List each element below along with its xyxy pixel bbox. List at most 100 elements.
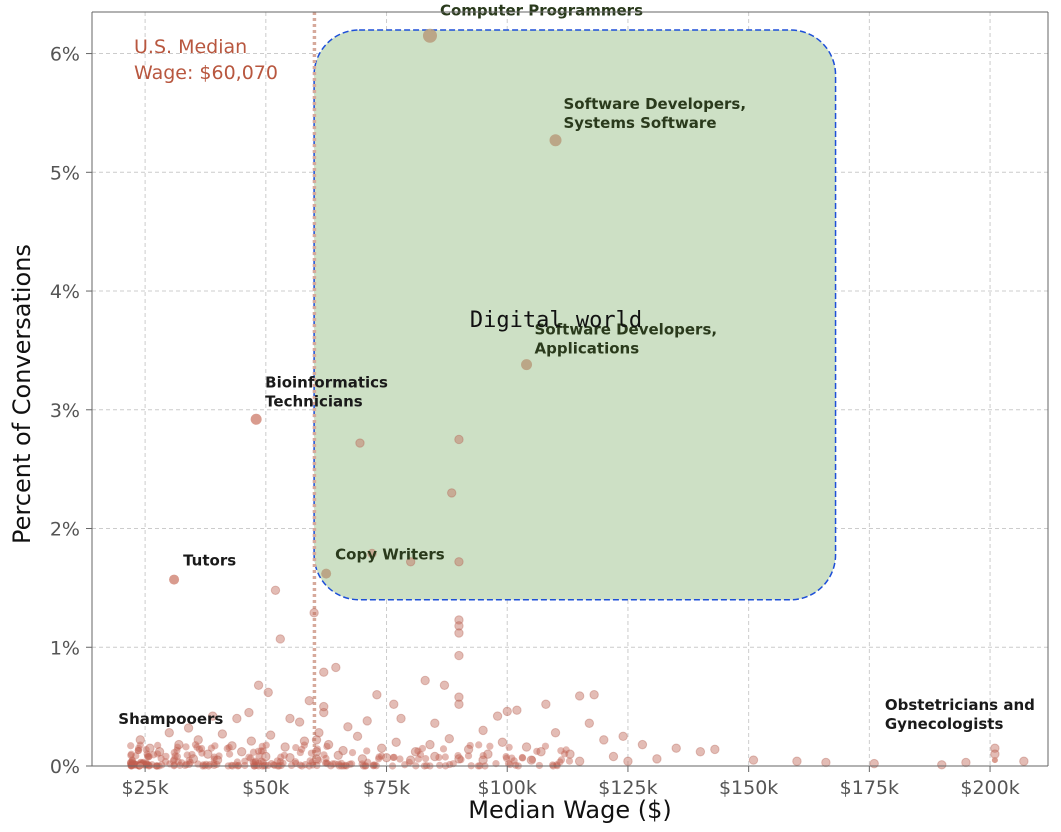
region-label: Digital world: [470, 308, 642, 333]
floor-point-223: [341, 761, 350, 769]
floor-point-146: [223, 744, 231, 753]
data-point-61: [145, 743, 155, 753]
floor-point-84: [258, 742, 266, 750]
floor-point-189: [259, 758, 267, 766]
floor-point-246: [562, 746, 570, 754]
data-point-52: [937, 760, 947, 770]
point-label-line-1-1: Systems Software: [564, 114, 717, 132]
floor-point-148: [254, 747, 263, 755]
data-points: [127, 434, 1029, 770]
labeled-point-2: [521, 359, 533, 371]
data-point-76: [391, 737, 401, 747]
floor-point-34: [181, 761, 189, 770]
floor-point-244: [280, 751, 288, 759]
x-tick-label-5: $150k: [719, 777, 778, 799]
floor-point-136: [185, 756, 193, 764]
floor-point-31: [249, 758, 257, 766]
y-tick-label-0: 0%: [50, 756, 80, 778]
floor-point-48: [257, 747, 265, 755]
point-label-3: Bioinformatics Technicians: [265, 373, 388, 410]
floor-point-198: [435, 753, 443, 762]
floor-point-50: [143, 750, 151, 758]
floor-point-172: [127, 761, 136, 769]
data-point-30: [232, 713, 242, 724]
floor-point-205: [128, 758, 136, 766]
data-point-89: [304, 695, 314, 706]
data-point-26: [512, 705, 522, 715]
x-tick-label-3: $100k: [478, 777, 537, 799]
median-label-line2: Wage: $60,070: [134, 62, 278, 84]
floor-point-234: [169, 757, 177, 765]
data-point-75: [376, 743, 387, 753]
floor-point-238: [128, 757, 136, 765]
data-point-4: [454, 557, 464, 567]
floor-point-91: [565, 757, 574, 765]
floor-point-207: [127, 750, 135, 758]
point-label-6: Shampooers: [118, 710, 223, 728]
floor-point-127: [225, 743, 233, 751]
data-point-12: [309, 608, 319, 618]
floor-point-122: [296, 761, 304, 769]
data-point-37: [396, 713, 406, 724]
floor-point-197: [241, 761, 249, 770]
floor-point-249: [446, 760, 454, 769]
floor-point-102: [556, 758, 564, 766]
data-point-22: [589, 690, 599, 700]
data-point-105: [311, 735, 322, 745]
floor-point-97: [262, 741, 270, 749]
data-point-29: [244, 707, 254, 718]
data-point-80: [463, 744, 474, 755]
point-label-line-0-0: Computer Programmers: [440, 2, 643, 20]
data-point-3: [367, 548, 377, 559]
point-label-5: Tutors: [183, 552, 236, 570]
floor-point-123: [210, 761, 218, 770]
floor-point-124: [405, 758, 413, 766]
floor-point-1: [141, 761, 149, 769]
data-point-88: [319, 701, 329, 712]
data-point-48: [748, 755, 759, 765]
floor-point-80: [292, 759, 300, 768]
floor-point-143: [291, 758, 299, 766]
floor-point-211: [535, 761, 544, 770]
floor-point-138: [557, 756, 566, 764]
floor-point-76: [158, 761, 166, 769]
data-point-21: [574, 691, 585, 701]
floor-point-14: [241, 757, 249, 765]
floor-point-131: [323, 742, 331, 751]
floor-point-79: [298, 745, 306, 753]
data-point-31: [208, 711, 218, 721]
floor-point-26: [145, 761, 154, 770]
floor-point-203: [127, 759, 135, 767]
floor-point-199: [162, 752, 170, 760]
floor-point-51: [511, 761, 520, 769]
floor-point-54: [363, 747, 371, 755]
data-point-11: [275, 634, 286, 644]
data-point-57: [164, 728, 174, 738]
floor-point-106: [195, 745, 203, 753]
floor-point-95: [502, 752, 510, 761]
floor-point-58: [296, 748, 304, 757]
floor-point-37: [486, 742, 494, 750]
floor-point-81: [142, 746, 150, 754]
data-point-33: [294, 717, 305, 727]
data-point-50: [821, 757, 831, 768]
y-tick-label-5: 5%: [50, 162, 80, 184]
data-point-107: [311, 754, 322, 764]
labeled-point-7: [991, 757, 998, 764]
floor-point-70: [255, 752, 263, 760]
floor-point-109: [210, 759, 218, 768]
floor-point-120: [143, 752, 152, 760]
data-point-92: [188, 754, 199, 764]
data-point-83: [521, 742, 532, 752]
data-point-84: [536, 747, 546, 757]
data-point-32: [285, 713, 295, 724]
data-point-36: [362, 716, 372, 726]
data-point-101: [478, 755, 488, 765]
floor-point-17: [252, 761, 261, 770]
data-point-77: [410, 747, 421, 757]
y-tick-label-6: 6%: [50, 44, 80, 66]
data-point-66: [227, 741, 237, 751]
floor-point-216: [153, 750, 162, 758]
floor-point-160: [322, 754, 330, 763]
